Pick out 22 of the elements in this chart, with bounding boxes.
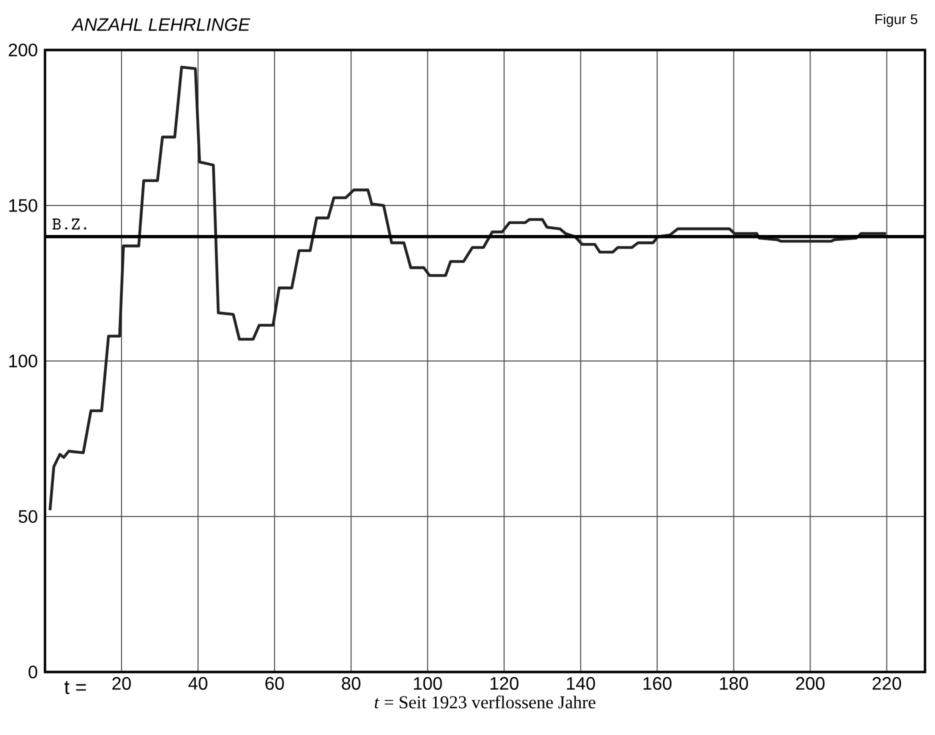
- y-tick-label: 200: [8, 44, 38, 56]
- x-tick-label: 100: [414, 677, 442, 690]
- x-tick-label: 180: [720, 677, 748, 690]
- x-tick-label: 120: [490, 677, 518, 690]
- x-axis-title: t = Seit 1923 verflossene Jahre: [374, 696, 596, 708]
- text: t =: [64, 681, 86, 694]
- y-tick-label: 150: [9, 199, 38, 212]
- x-tick-label: 80: [342, 677, 360, 690]
- y-tick-label: 100: [9, 354, 38, 368]
- x-tick-label: 20: [112, 677, 131, 690]
- x-tick-label: 200: [796, 677, 825, 690]
- line-series: [48, 66, 888, 512]
- x-tick-label: 220: [872, 677, 902, 690]
- ref-line-label: B.Z.: [52, 218, 86, 230]
- y-axis-title: ANZAHL LEHRLINGE: [71, 18, 250, 31]
- x-tick-label: 60: [265, 677, 284, 690]
- y-tick-label: 50: [18, 510, 38, 523]
- x-tick-label: 160: [644, 677, 672, 690]
- y-tick-label: 0: [28, 666, 38, 678]
- x-tick-label: 140: [567, 677, 595, 690]
- text: Figur 5: [876, 14, 918, 27]
- x-tick-label: 40: [188, 677, 208, 690]
